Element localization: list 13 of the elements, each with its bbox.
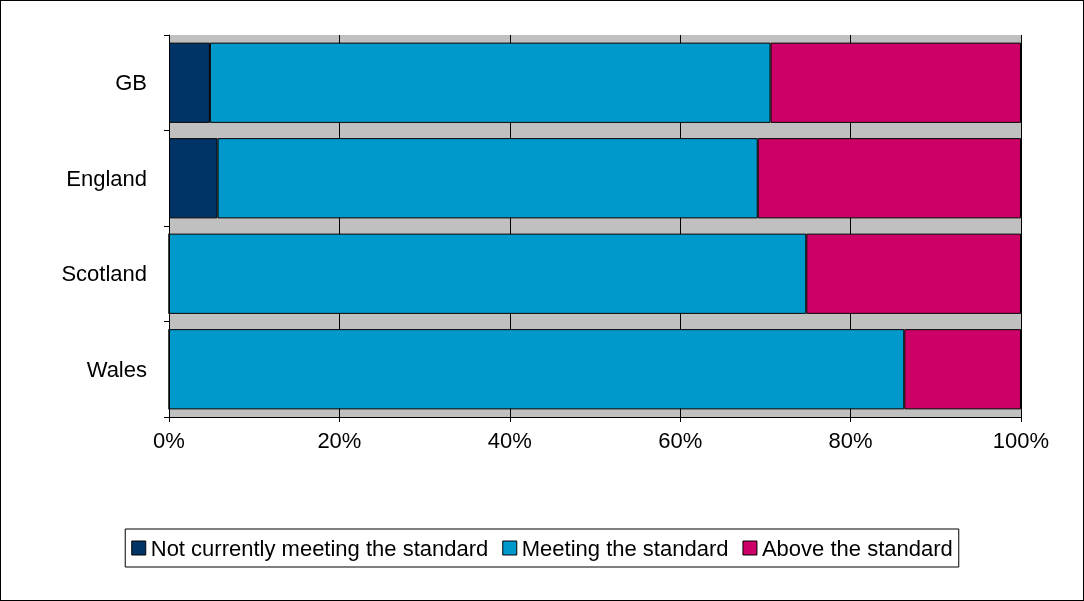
y-tick-label: GB xyxy=(115,70,147,96)
legend-label: Meeting the standard xyxy=(521,535,729,561)
x-tick-label: 20% xyxy=(317,427,362,453)
x-tick-label: 0% xyxy=(153,427,185,453)
x-tick-label: 60% xyxy=(658,427,703,453)
x-tick-label: 80% xyxy=(828,427,873,453)
legend-label: Not currently meeting the standard xyxy=(150,535,489,561)
legend-label: Above the standard xyxy=(761,535,953,561)
x-tick-label: 100% xyxy=(992,427,1050,453)
y-tick-label: Scotland xyxy=(61,261,147,287)
y-tick-label: England xyxy=(66,165,147,191)
x-tick-label: 40% xyxy=(487,427,532,453)
y-tick-label: Wales xyxy=(86,356,147,382)
